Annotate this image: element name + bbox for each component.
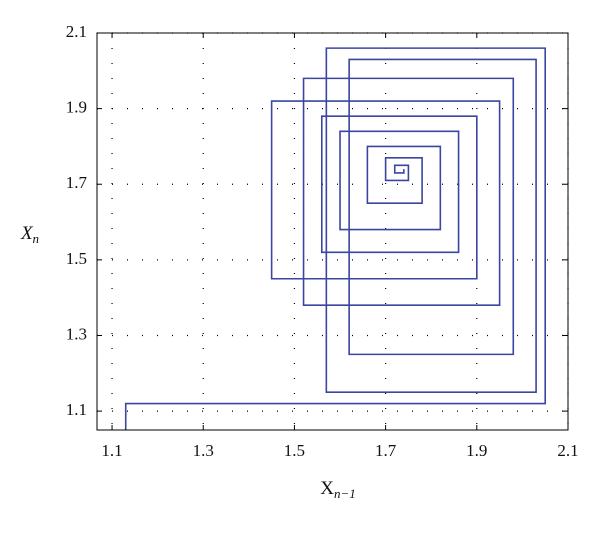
y-tick-label: 1.9 <box>66 98 87 117</box>
x-tick-label: 1.1 <box>101 441 122 460</box>
x-label-base: X <box>320 478 334 499</box>
y-axis-label: Xn <box>20 223 39 246</box>
trajectory-line <box>124 47 547 430</box>
y-tick-label: 1.3 <box>66 324 87 343</box>
y-label-base: X <box>20 223 34 244</box>
y-label-sub: n <box>33 231 40 246</box>
x-axis-label: Xn−1 <box>320 478 356 501</box>
plot-frame <box>96 32 569 431</box>
x-tick-label: 2.1 <box>557 441 578 460</box>
x-label-sub: n−1 <box>334 486 356 501</box>
y-tick-label: 2.1 <box>66 22 87 41</box>
x-tick-label: 1.9 <box>466 441 487 460</box>
y-tick-label: 1.5 <box>66 249 87 268</box>
x-tick-label: 1.5 <box>284 441 305 460</box>
x-tick-label: 1.7 <box>375 441 397 460</box>
x-tick-label: 1.3 <box>193 441 214 460</box>
y-tick-label: 1.7 <box>66 173 88 192</box>
y-tick-label: 1.1 <box>66 400 87 419</box>
